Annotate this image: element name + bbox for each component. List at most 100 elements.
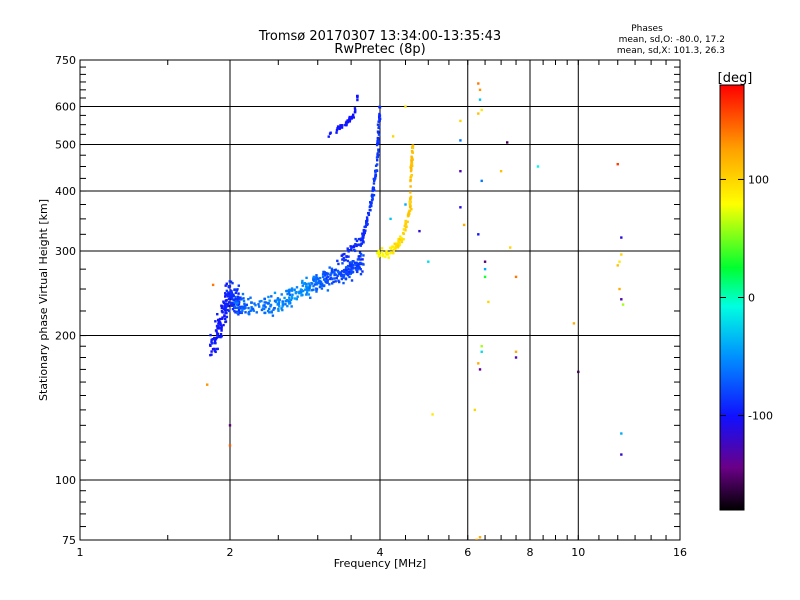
data-point xyxy=(224,320,228,323)
data-point xyxy=(300,281,304,284)
data-point xyxy=(227,297,231,301)
data-point xyxy=(393,242,396,245)
data-point xyxy=(514,275,518,279)
data-point xyxy=(354,266,357,270)
data-point xyxy=(351,260,354,263)
data-point xyxy=(255,311,258,314)
data-point xyxy=(377,140,380,143)
data-point xyxy=(231,281,234,285)
x-tick-label: 1 xyxy=(77,546,84,559)
data-point xyxy=(346,120,350,124)
data-point xyxy=(399,235,402,238)
data-point xyxy=(478,536,482,539)
data-point xyxy=(478,88,482,92)
data-point xyxy=(330,277,334,281)
data-point xyxy=(354,109,357,112)
data-point xyxy=(285,299,289,302)
data-point xyxy=(321,284,324,287)
data-point xyxy=(396,246,400,249)
data-point xyxy=(342,259,346,262)
data-point xyxy=(378,105,381,109)
data-point xyxy=(238,296,242,299)
data-point xyxy=(367,212,370,215)
data-point xyxy=(378,119,381,122)
data-point xyxy=(215,324,219,328)
data-point xyxy=(375,169,378,172)
data-point xyxy=(219,321,222,325)
data-point xyxy=(411,144,415,148)
data-point xyxy=(221,316,224,319)
data-point xyxy=(372,186,376,190)
data-point xyxy=(312,284,315,288)
data-point xyxy=(223,314,226,318)
data-point xyxy=(290,295,294,298)
data-point xyxy=(317,281,321,285)
data-point xyxy=(347,267,350,271)
data-point xyxy=(487,300,490,304)
data-point xyxy=(319,282,322,286)
data-point xyxy=(418,229,421,233)
data-point xyxy=(286,304,289,308)
data-point xyxy=(368,205,372,209)
data-point xyxy=(404,224,407,227)
data-point xyxy=(348,275,351,279)
data-point xyxy=(477,362,480,365)
data-point xyxy=(337,270,340,273)
data-point xyxy=(370,199,374,202)
data-point xyxy=(377,148,380,151)
data-point xyxy=(377,125,381,129)
data-point xyxy=(285,289,289,293)
data-point xyxy=(286,292,289,296)
data-point xyxy=(220,327,223,330)
data-point xyxy=(235,303,239,306)
data-point xyxy=(235,306,238,310)
data-point xyxy=(330,269,334,272)
data-point xyxy=(392,247,396,250)
data-point xyxy=(209,353,212,357)
data-point xyxy=(214,341,217,345)
data-point xyxy=(370,204,373,208)
data-point xyxy=(339,124,342,127)
data-point xyxy=(577,370,580,374)
data-point xyxy=(355,268,358,271)
data-point xyxy=(237,313,240,316)
data-point xyxy=(270,295,273,298)
stats-line-o: mean, sd,O: -80.0, 17.2 xyxy=(619,35,725,45)
data-point xyxy=(356,98,359,102)
data-point xyxy=(301,289,305,293)
data-point xyxy=(335,276,338,280)
data-point xyxy=(409,169,413,173)
data-point xyxy=(221,317,224,320)
data-point xyxy=(410,208,413,211)
data-point xyxy=(305,276,308,280)
data-point xyxy=(431,413,434,416)
data-point xyxy=(224,304,227,307)
x-tick-label: 16 xyxy=(673,546,687,559)
data-point xyxy=(389,251,393,254)
data-point xyxy=(307,282,311,285)
data-point xyxy=(359,258,362,261)
data-point xyxy=(288,293,292,297)
data-point xyxy=(333,277,336,280)
data-point xyxy=(377,133,381,136)
data-point xyxy=(616,264,619,267)
data-point xyxy=(381,253,385,256)
data-point xyxy=(267,307,271,311)
data-point xyxy=(375,159,379,162)
data-point xyxy=(359,253,363,256)
data-point xyxy=(404,222,408,226)
data-point xyxy=(213,339,217,343)
x-axis-label: Frequency [MHz] xyxy=(334,557,426,570)
data-point xyxy=(333,270,336,274)
data-point xyxy=(505,141,509,144)
data-point xyxy=(480,350,483,353)
data-point xyxy=(220,304,223,307)
data-point xyxy=(344,266,348,269)
data-point xyxy=(620,253,623,256)
data-point xyxy=(396,243,400,246)
data-point xyxy=(241,307,244,310)
data-point xyxy=(409,185,412,188)
data-point xyxy=(328,266,331,269)
data-point xyxy=(217,325,220,329)
